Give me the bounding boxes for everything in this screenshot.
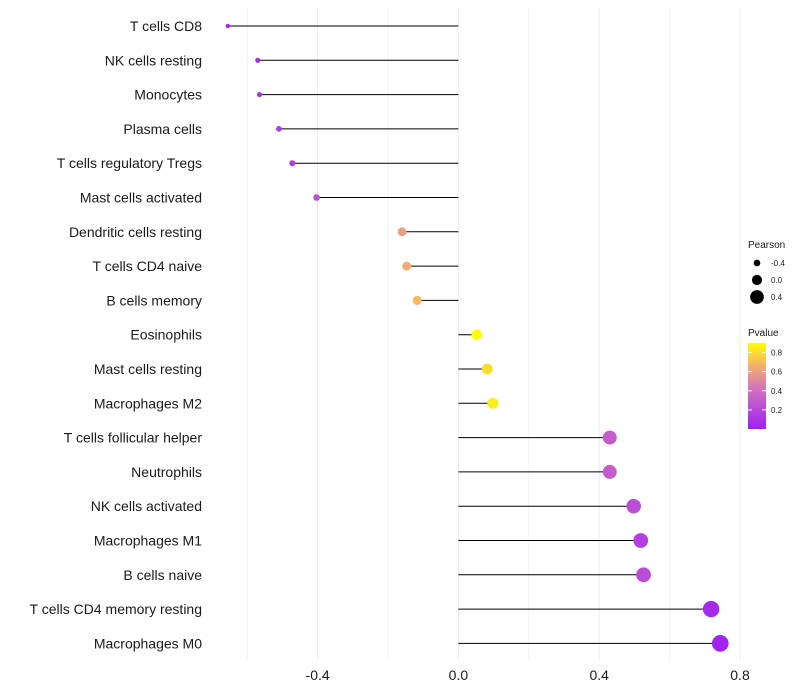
category-label: T cells follicular helper <box>64 430 203 446</box>
data-point <box>633 533 649 548</box>
category-label: T cells regulatory Tregs <box>57 155 202 171</box>
colorbar-label: 0.2 <box>771 406 783 415</box>
data-point <box>711 635 729 652</box>
data-point <box>636 567 651 583</box>
data-point <box>602 464 617 479</box>
pvalue-colorbar <box>748 343 766 429</box>
data-point <box>313 194 320 201</box>
size-legend-label: 0.0 <box>771 276 783 285</box>
data-point <box>255 57 261 63</box>
points <box>225 23 729 652</box>
colorbar-label: 0.4 <box>771 387 783 396</box>
colorbar-label: 0.6 <box>771 368 783 377</box>
category-label: NK cells activated <box>91 498 202 514</box>
category-labels: T cells CD8 NK cells resting Monocytes Plas… <box>30 18 203 651</box>
colorbar-label: 0.8 <box>771 349 783 358</box>
size-legend-label: 0.4 <box>771 293 783 302</box>
data-point <box>487 397 499 409</box>
size-legend-dot <box>751 274 763 286</box>
category-label: NK cells resting <box>105 52 202 68</box>
category-label: B cells naive <box>123 567 202 583</box>
grid-lines <box>246 8 741 660</box>
category-label: T cells CD8 <box>130 18 202 34</box>
category-label: Macrophages M2 <box>94 395 202 411</box>
stems <box>227 25 721 644</box>
category-label: T cells CD4 memory resting <box>30 601 202 617</box>
legend-size-title: Pearson <box>748 240 785 251</box>
data-point <box>412 295 422 305</box>
data-point <box>276 126 282 132</box>
data-point <box>471 329 483 341</box>
data-point <box>256 92 263 98</box>
color-legend-ticks: 0.8 0.6 0.4 0.2 <box>748 349 783 415</box>
size-legend-dot <box>753 259 761 267</box>
data-point <box>626 498 641 514</box>
data-point <box>481 363 493 375</box>
size-legend-dot <box>750 290 764 304</box>
category-label: Eosinophils <box>130 327 202 343</box>
data-point <box>225 23 231 29</box>
category-label: Plasma cells <box>123 121 202 137</box>
category-label: Monocytes <box>134 87 202 103</box>
size-legend: -0.4 0.0 0.4 <box>750 259 785 304</box>
x-axis-ticks: -0.4 0.0 0.4 0.8 <box>306 667 750 683</box>
x-tick-label: 0.4 <box>589 667 609 683</box>
data-point <box>402 261 412 271</box>
category-label: Mast cells activated <box>80 190 202 206</box>
category-label: Dendritic cells resting <box>69 224 202 240</box>
legend: Pearson -0.4 0.0 0.4 Pvalue 0.8 0.6 0.4 0.2 <box>748 240 785 429</box>
category-label: B cells memory <box>106 292 202 308</box>
legend-color-title: Pvalue <box>748 328 779 339</box>
category-label: Mast cells resting <box>94 361 202 377</box>
category-label: Macrophages M0 <box>94 635 202 651</box>
data-point <box>702 600 720 618</box>
x-tick-label: -0.4 <box>306 667 330 683</box>
data-point <box>289 160 296 167</box>
category-label: T cells CD4 naive <box>93 258 203 274</box>
x-tick-label: 0.0 <box>449 667 469 683</box>
data-point <box>602 430 617 445</box>
data-point <box>397 227 407 237</box>
x-tick-label: 0.8 <box>730 667 750 683</box>
category-label: Macrophages M1 <box>94 533 202 549</box>
category-label: Neutrophils <box>131 464 202 480</box>
size-legend-label: -0.4 <box>771 259 785 268</box>
